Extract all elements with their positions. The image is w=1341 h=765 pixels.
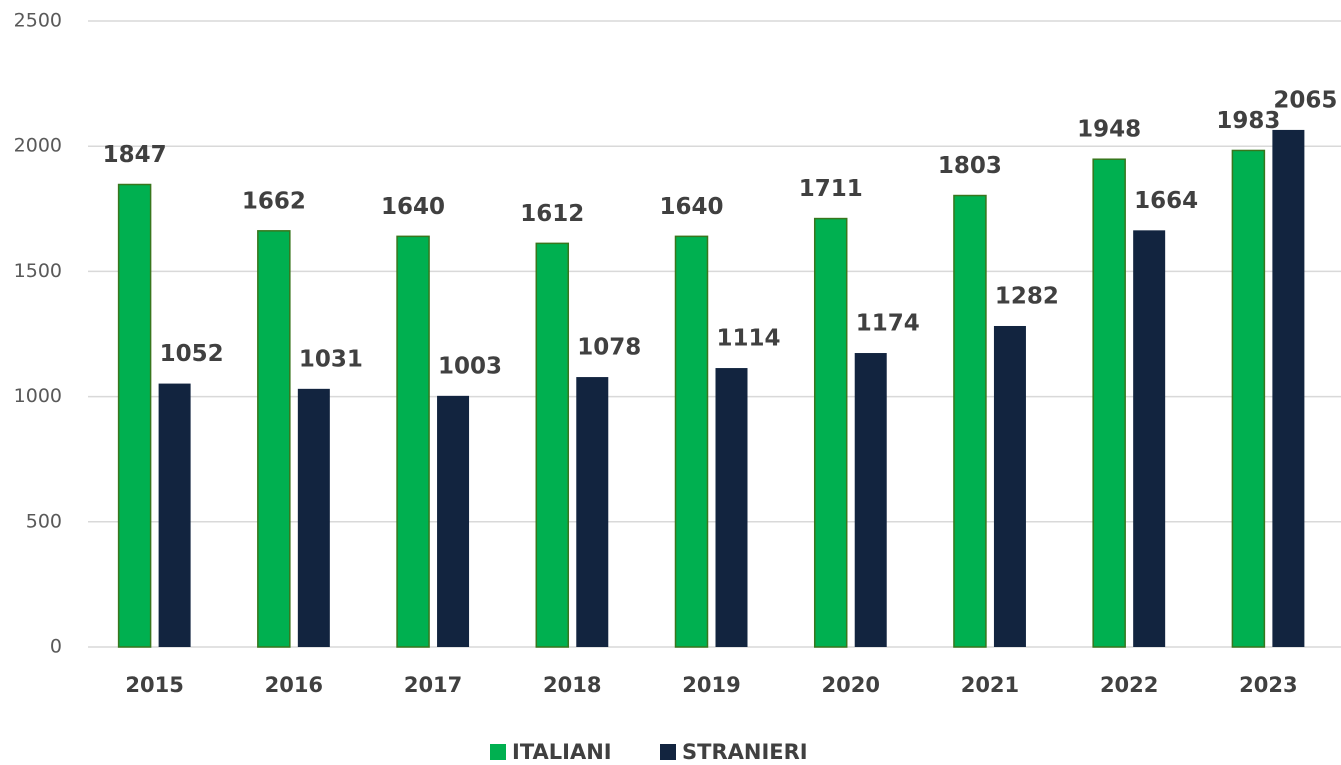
bar — [297, 388, 330, 647]
bar — [117, 183, 152, 648]
bar — [854, 353, 887, 647]
bar — [1272, 129, 1305, 647]
legend-swatch — [490, 744, 506, 760]
bar — [1092, 158, 1126, 648]
value-label: 1664 — [1134, 188, 1198, 214]
bar — [535, 242, 570, 648]
value-label: 1612 — [520, 201, 584, 227]
bar — [953, 194, 987, 648]
value-label: 1847 — [103, 142, 167, 168]
value-label: 1640 — [381, 194, 445, 220]
x-tick-label: 2021 — [961, 673, 1019, 697]
y-tick-label: 1500 — [14, 260, 62, 282]
value-label: 1948 — [1077, 117, 1141, 143]
x-tick-label: 2022 — [1100, 673, 1158, 697]
bar — [158, 383, 191, 647]
x-tick-label: 2016 — [265, 673, 323, 697]
bar — [257, 230, 291, 648]
y-tick-label: 0 — [50, 636, 62, 658]
bar — [674, 235, 709, 648]
x-tick-label: 2017 — [404, 673, 462, 697]
value-label: 1711 — [799, 176, 863, 202]
value-label: 2065 — [1273, 87, 1337, 113]
value-label: 1640 — [659, 194, 723, 220]
y-tick-label: 1000 — [14, 385, 62, 407]
y-tick-label: 2500 — [14, 10, 62, 32]
bar — [715, 368, 748, 647]
value-label: 1003 — [438, 353, 502, 379]
bar — [813, 217, 848, 648]
value-label: 1031 — [299, 346, 363, 372]
x-tick-label: 2020 — [821, 673, 879, 697]
legend-label: STRANIERI — [682, 740, 808, 764]
y-tick-label: 500 — [26, 510, 62, 532]
y-tick-label: 2000 — [14, 135, 62, 157]
bar — [993, 325, 1026, 647]
value-label: 1662 — [242, 188, 306, 214]
x-tick-label: 2019 — [682, 673, 740, 697]
bar — [1231, 149, 1266, 648]
value-label: 1803 — [938, 153, 1002, 179]
x-tick-label: 2018 — [543, 673, 601, 697]
bar — [1133, 230, 1166, 647]
bar — [576, 377, 609, 647]
value-label: 1983 — [1216, 108, 1280, 134]
value-label: 1052 — [160, 341, 224, 367]
value-label: 1282 — [995, 283, 1059, 309]
x-tick-label: 2023 — [1239, 673, 1297, 697]
bar — [396, 235, 430, 648]
legend-label: ITALIANI — [512, 740, 612, 764]
x-tick-label: 2015 — [125, 673, 183, 697]
value-label: 1174 — [856, 311, 920, 337]
value-label: 1114 — [716, 326, 780, 352]
legend-swatch — [660, 744, 676, 760]
bar — [437, 395, 470, 647]
value-label: 1078 — [577, 335, 641, 361]
